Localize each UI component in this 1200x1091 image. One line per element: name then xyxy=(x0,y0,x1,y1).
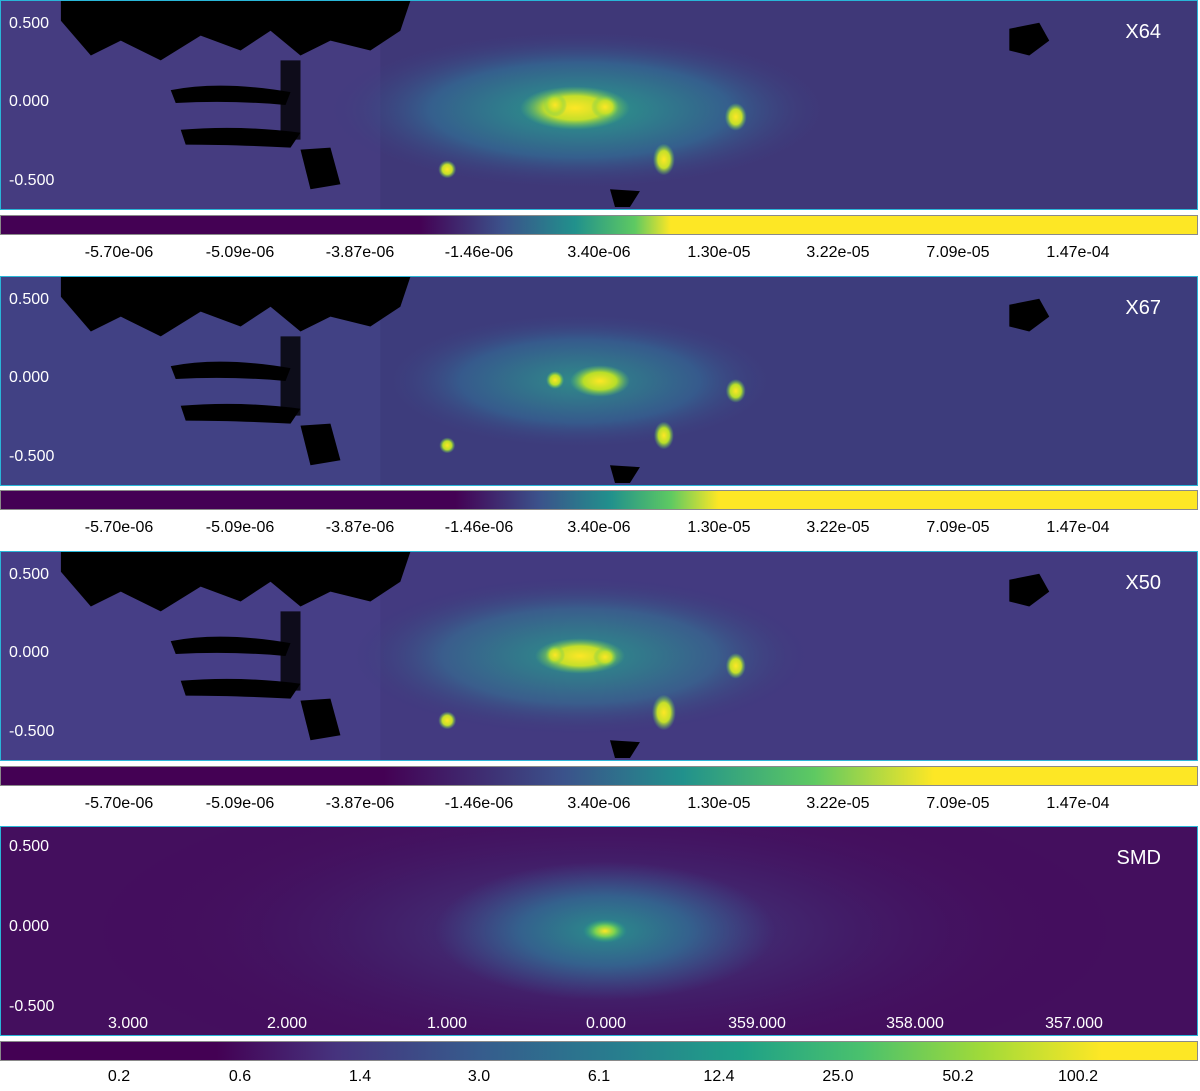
panel-label: X64 xyxy=(1125,21,1161,43)
colorbar-tick-label: 25.0 xyxy=(822,1068,854,1085)
x-tick-label: 357.000 xyxy=(1045,1015,1103,1032)
x-tick-label: 3.000 xyxy=(107,1015,149,1032)
x-tick-label: 359.000 xyxy=(728,1015,786,1032)
y-tick-label: 0.500 xyxy=(9,838,50,855)
map-panel-x50: 0.500 0.000 -0.500 X50 xyxy=(0,551,1198,761)
y-tick-label: 0.000 xyxy=(9,93,50,110)
colorbar-tick-label: 100.2 xyxy=(1057,1068,1099,1085)
colorbar-tick-label: 3.0 xyxy=(467,1068,491,1085)
y-tick-label: 0.500 xyxy=(9,291,50,308)
colorbar-smd xyxy=(0,1041,1198,1061)
colorbar-tick-label: 3.40e-06 xyxy=(567,244,631,261)
smd-image xyxy=(1,827,1197,1035)
colorbar-ticks-x67: -5.70e-06 -5.09e-06 -3.87e-06 -1.46e-06 … xyxy=(0,509,1200,544)
x-tick-label: 0.000 xyxy=(585,1015,627,1032)
colorbar-tick-label: 0.2 xyxy=(107,1068,131,1085)
colorbar-tick-label: -3.87e-06 xyxy=(325,795,395,812)
colorbar-tick-label: -5.09e-06 xyxy=(205,795,275,812)
x67-image xyxy=(1,277,1197,485)
colorbar-tick-label: 1.47e-04 xyxy=(1046,519,1110,536)
y-tick-label: 0.500 xyxy=(9,15,50,32)
map-panel-x64: 0.500 0.000 -0.500 X64 xyxy=(0,0,1198,210)
colorbar-tick-label: 7.09e-05 xyxy=(926,244,990,261)
x-tick-label: 358.000 xyxy=(886,1015,944,1032)
colorbar-tick-label: 3.22e-05 xyxy=(806,519,870,536)
colorbar-tick-label: 1.30e-05 xyxy=(687,244,751,261)
colorbar-tick-label: -1.46e-06 xyxy=(444,795,514,812)
colorbar-ticks-x50: -5.70e-06 -5.09e-06 -3.87e-06 -1.46e-06 … xyxy=(0,785,1200,820)
colorbar-x67 xyxy=(0,490,1198,510)
colorbar-tick-label: -3.87e-06 xyxy=(325,519,395,536)
colorbar-tick-label: 1.47e-04 xyxy=(1046,795,1110,812)
colorbar-tick-label: -5.09e-06 xyxy=(205,244,275,261)
colorbar-tick-label: 1.47e-04 xyxy=(1046,244,1110,261)
panel-label: X50 xyxy=(1125,572,1161,594)
colorbar-tick-label: 1.4 xyxy=(348,1068,372,1085)
colorbar-tick-label: 1.30e-05 xyxy=(687,795,751,812)
colorbar-tick-label: -5.70e-06 xyxy=(84,519,154,536)
y-tick-label: 0.500 xyxy=(9,566,50,583)
colorbar-tick-label: 6.1 xyxy=(587,1068,611,1085)
y-tick-label: 0.000 xyxy=(9,644,50,661)
map-panel-smd: 0.500 0.000 -0.500 3.000 2.000 1.000 0.0… xyxy=(0,826,1198,1036)
colorbar-ticks-x64: -5.70e-06 -5.09e-06 -3.87e-06 -1.46e-06 … xyxy=(0,234,1200,269)
x64-image xyxy=(1,1,1197,209)
colorbar-tick-label: 0.6 xyxy=(228,1068,252,1085)
colorbar-tick-label: 7.09e-05 xyxy=(926,795,990,812)
colorbar-tick-label: -1.46e-06 xyxy=(444,519,514,536)
panel-label: X67 xyxy=(1125,297,1161,319)
colorbar-tick-label: 1.30e-05 xyxy=(687,519,751,536)
map-panel-x67: 0.500 0.000 -0.500 X67 xyxy=(0,276,1198,486)
colorbar-tick-label: 3.22e-05 xyxy=(806,795,870,812)
x50-image xyxy=(1,552,1197,760)
colorbar-tick-label: 12.4 xyxy=(703,1068,735,1085)
colorbar-tick-label: 7.09e-05 xyxy=(926,519,990,536)
colorbar-tick-label: 50.2 xyxy=(942,1068,974,1085)
colorbar-ticks-smd: 0.2 0.6 1.4 3.0 6.1 12.4 25.0 50.2 100.2 xyxy=(0,1060,1200,1091)
y-tick-label: -0.500 xyxy=(9,172,55,189)
y-tick-label: 0.000 xyxy=(9,918,50,935)
y-tick-label: -0.500 xyxy=(9,998,55,1015)
colorbar-tick-label: 3.22e-05 xyxy=(806,244,870,261)
colorbar-tick-label: -3.87e-06 xyxy=(325,244,395,261)
y-tick-label: -0.500 xyxy=(9,723,55,740)
y-tick-label: 0.000 xyxy=(9,369,50,386)
x-tick-label: 1.000 xyxy=(426,1015,468,1032)
colorbar-tick-label: 3.40e-06 xyxy=(567,519,631,536)
y-tick-label: -0.500 xyxy=(9,448,55,465)
colorbar-x50 xyxy=(0,766,1198,786)
colorbar-tick-label: -1.46e-06 xyxy=(444,244,514,261)
colorbar-tick-label: -5.70e-06 xyxy=(84,795,154,812)
colorbar-tick-label: -5.09e-06 xyxy=(205,519,275,536)
panel-label: SMD xyxy=(1116,847,1161,869)
colorbar-x64 xyxy=(0,215,1198,235)
colorbar-tick-label: -5.70e-06 xyxy=(84,244,154,261)
colorbar-tick-label: 3.40e-06 xyxy=(567,795,631,812)
x-tick-label: 2.000 xyxy=(266,1015,308,1032)
